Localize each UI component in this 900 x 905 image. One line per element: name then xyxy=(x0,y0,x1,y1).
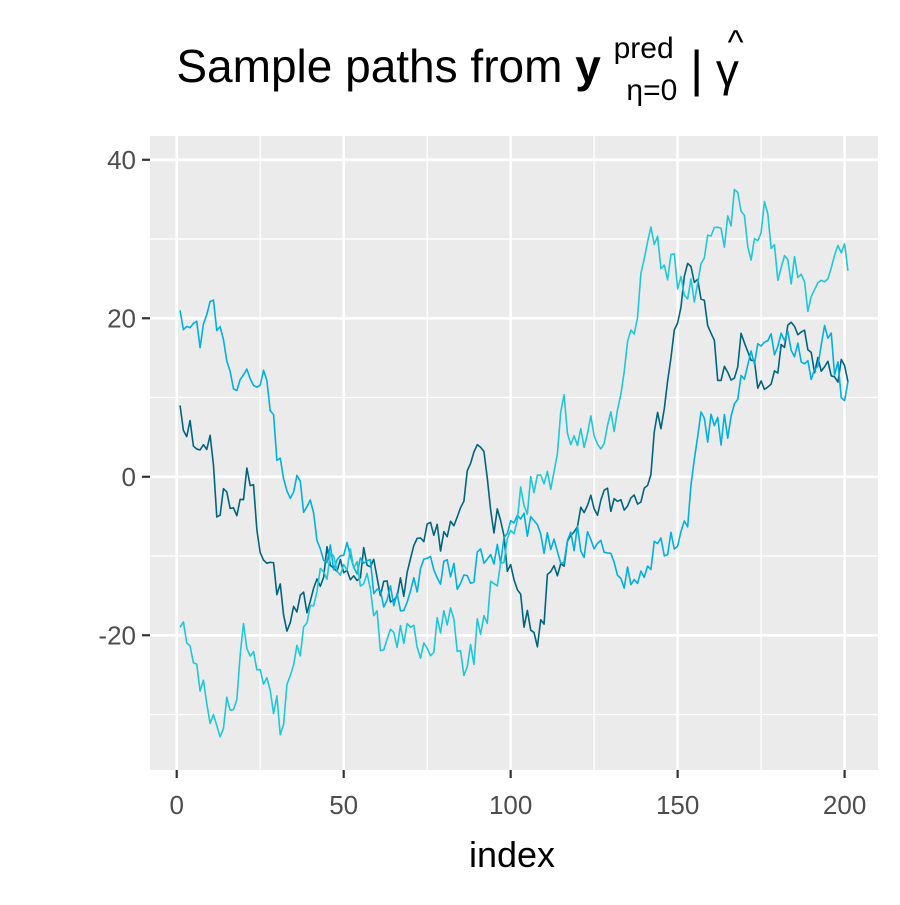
series-line-3 xyxy=(179,188,849,738)
x-tick-label: 100 xyxy=(489,790,532,820)
title-subscript: η=0 xyxy=(626,74,677,107)
x-tick-label: 50 xyxy=(329,790,358,820)
series-line-2 xyxy=(179,299,849,612)
title-superscript: pred xyxy=(614,32,674,65)
chart-title: Sample paths from y pred η=0 | γ ^ xyxy=(176,16,751,110)
title-conditioned-on: γ xyxy=(716,44,739,96)
title-symbol: y xyxy=(575,40,601,92)
series-lines xyxy=(179,188,849,738)
y-tick-label: -20 xyxy=(98,620,136,650)
title-hat: ^ xyxy=(728,24,744,62)
title-condition-bar: | xyxy=(690,41,703,97)
x-tick-label: 0 xyxy=(169,790,183,820)
grid-lines xyxy=(150,136,878,770)
x-tick-label: 200 xyxy=(823,790,866,820)
plot-panel xyxy=(150,136,878,770)
y-tick-label: 20 xyxy=(107,303,136,333)
title-prefix: Sample paths from xyxy=(176,40,575,92)
series-line-1 xyxy=(179,262,849,648)
plot-panel-background xyxy=(150,136,878,770)
x-axis-title: index xyxy=(469,834,555,875)
y-tick-label: 0 xyxy=(122,462,136,492)
x-tick-label: 150 xyxy=(656,790,699,820)
y-tick-label: 40 xyxy=(107,145,136,175)
